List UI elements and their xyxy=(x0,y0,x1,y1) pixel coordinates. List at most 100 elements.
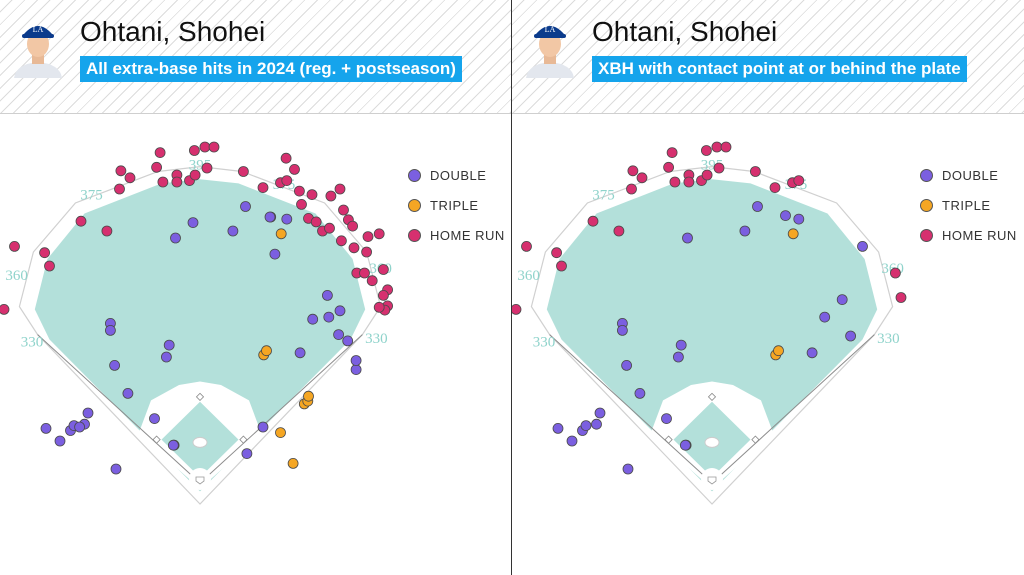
home-run-point xyxy=(39,247,50,259)
home-run-point xyxy=(749,166,761,177)
double-point xyxy=(622,463,634,475)
player-name: Ohtani, Shohei xyxy=(80,16,266,47)
double-point xyxy=(294,347,306,359)
third-base xyxy=(664,435,673,444)
home-run-point xyxy=(334,183,346,195)
pitchers-mound xyxy=(192,436,208,448)
spray-chart: 330360375395375360330 xyxy=(512,141,907,505)
double-point xyxy=(54,435,66,447)
legend-label: DOUBLE xyxy=(430,167,487,183)
home-run-point xyxy=(613,225,625,237)
legend-item-double: DOUBLE xyxy=(408,160,505,190)
home-run-point xyxy=(361,246,373,258)
home-run-point xyxy=(335,235,347,247)
home-run-point xyxy=(281,175,293,186)
double-point xyxy=(227,225,239,237)
double-point xyxy=(591,418,602,430)
home-run-point xyxy=(666,147,678,158)
spray-chart: 330360375395375360330 xyxy=(0,141,394,505)
home-run-point xyxy=(711,141,723,153)
triple-dot-icon xyxy=(408,198,421,212)
home-run-point xyxy=(157,176,169,188)
chart-subtitle: All extra-base hits in 2024 (reg. + post… xyxy=(80,56,462,82)
double-point xyxy=(333,329,345,341)
player-headshot-icon: LA xyxy=(526,25,574,78)
home-run-point xyxy=(720,141,732,153)
double-dot-icon xyxy=(408,168,421,182)
home-run-point xyxy=(359,267,370,279)
triple-point xyxy=(303,390,314,402)
triple-point xyxy=(275,427,286,439)
double-dot-icon xyxy=(920,168,933,182)
double-point xyxy=(679,439,691,451)
double-point xyxy=(806,347,818,359)
home-run-point xyxy=(154,147,166,158)
home-run-point xyxy=(377,289,389,301)
double-point xyxy=(74,421,85,433)
home-run-point xyxy=(626,183,637,195)
player-name: Ohtani, Shohei xyxy=(592,16,778,47)
home-run-point xyxy=(713,162,725,174)
home-run-point xyxy=(377,264,389,275)
home-run-point xyxy=(188,145,200,156)
home-run-point xyxy=(115,165,127,177)
home-run-point xyxy=(325,190,337,202)
double-point xyxy=(661,413,672,425)
distance-label: 360 xyxy=(517,268,540,284)
double-point xyxy=(350,364,362,376)
triple-dot-icon xyxy=(920,198,933,212)
home-run-point xyxy=(9,240,20,252)
distance-label: 330 xyxy=(533,335,556,351)
double-point xyxy=(739,225,751,237)
panel-divider xyxy=(511,0,512,575)
home-run-point xyxy=(636,172,648,184)
triple-point xyxy=(773,345,784,357)
home-run-point xyxy=(627,165,639,177)
home-run-point xyxy=(683,176,695,188)
legend-item-triple: TRIPLE xyxy=(408,190,505,220)
home-run-point xyxy=(362,231,374,242)
home-run-point xyxy=(293,185,305,197)
second-base xyxy=(707,392,717,402)
distance-label: 330 xyxy=(365,331,388,347)
double-point xyxy=(621,359,632,371)
double-point xyxy=(334,305,346,317)
double-point xyxy=(105,324,116,336)
home-plate xyxy=(195,476,205,485)
legend-label: TRIPLE xyxy=(430,197,479,213)
double-point xyxy=(109,359,120,371)
double-point xyxy=(167,439,179,451)
double-point xyxy=(845,330,857,342)
third-base xyxy=(152,435,161,444)
triple-point xyxy=(261,345,272,357)
outfield-grass xyxy=(34,179,366,492)
double-point xyxy=(857,240,868,252)
double-point xyxy=(40,422,52,434)
legend-item-home-run: HOME RUN xyxy=(408,220,505,250)
home-run-point xyxy=(551,247,562,259)
panel-contact-behind-plate: LA Ohtani, Shohei XBH with contact point… xyxy=(512,0,1024,575)
home-run-point xyxy=(701,169,713,181)
double-point xyxy=(82,407,94,419)
foul-line-right xyxy=(199,334,363,484)
double-point xyxy=(566,435,578,447)
double-point xyxy=(241,448,253,460)
home-plate xyxy=(707,476,717,485)
home-run-point xyxy=(700,145,712,156)
double-point xyxy=(780,210,791,221)
home-run-point xyxy=(296,199,307,210)
double-point xyxy=(580,420,592,432)
double-point xyxy=(594,407,606,419)
foul-line-left xyxy=(37,334,201,484)
chart-legend: DOUBLE TRIPLE HOME RUN xyxy=(408,160,505,250)
double-point xyxy=(793,213,805,225)
chart-subtitle: XBH with contact point at or behind the … xyxy=(592,56,967,82)
home-run-point xyxy=(189,169,201,181)
triple-point xyxy=(787,228,799,240)
double-point xyxy=(634,387,646,399)
double-point xyxy=(122,387,134,399)
home-run-point xyxy=(521,240,532,252)
home-run-point xyxy=(663,161,675,173)
double-point xyxy=(269,248,281,260)
home-run-point xyxy=(306,189,318,200)
